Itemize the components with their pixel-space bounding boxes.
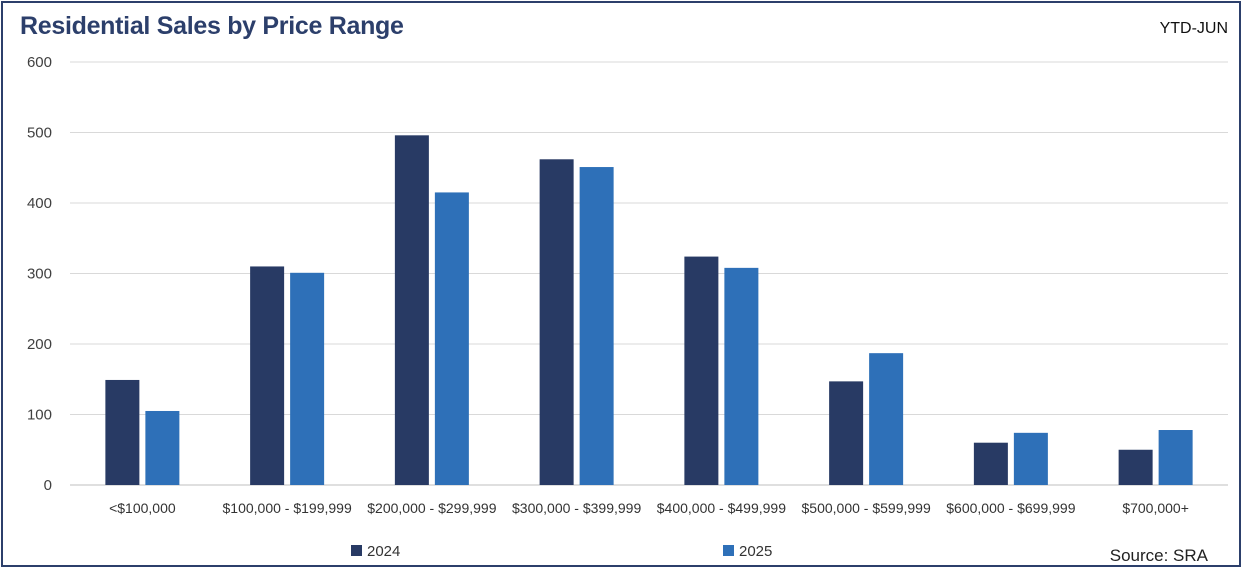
bar-2024 <box>684 256 719 485</box>
bar-2025 <box>290 272 325 485</box>
chart-title: Residential Sales by Price Range <box>20 12 404 40</box>
y-axis: 0 100 200 300 400 500 600 <box>27 54 52 494</box>
source-label: Source: SRA <box>1109 546 1208 565</box>
x-tick-label: $700,000+ <box>1122 500 1189 516</box>
bar-2024 <box>250 266 285 485</box>
y-tick-label: 400 <box>27 195 52 212</box>
x-axis: <$100,000 $100,000 - $199,999 $200,000 - $… <box>109 500 1189 516</box>
x-tick-label: <$100,000 <box>109 500 176 516</box>
y-tick-label: 100 <box>27 407 52 424</box>
legend-label-2025: 2025 <box>739 543 772 560</box>
bar-2024 <box>1118 449 1153 485</box>
bar-2025 <box>434 192 469 486</box>
bar-2025 <box>145 410 180 485</box>
bar-2024 <box>829 381 864 485</box>
bar-2025 <box>579 167 614 486</box>
bar-2025 <box>1013 432 1048 485</box>
x-tick-label: $500,000 - $599,999 <box>802 500 931 516</box>
bar-2025 <box>1158 430 1193 485</box>
legend-swatch-2024 <box>351 545 362 556</box>
bar-2024 <box>973 442 1008 485</box>
legend: 2024 2025 <box>351 543 772 560</box>
legend-swatch-2025 <box>723 545 734 556</box>
grid-lines <box>70 61 1228 486</box>
y-tick-label: 600 <box>27 54 52 71</box>
y-tick-label: 0 <box>44 477 52 494</box>
legend-label-2024: 2024 <box>367 543 400 560</box>
y-tick-label: 300 <box>27 266 52 283</box>
x-tick-label: $400,000 - $499,999 <box>657 500 786 516</box>
period-label: YTD-JUN <box>1159 20 1228 37</box>
x-tick-label: $200,000 - $299,999 <box>367 500 496 516</box>
bar-2025 <box>724 267 759 485</box>
x-tick-label: $600,000 - $699,999 <box>946 500 1075 516</box>
bar-2024 <box>394 135 429 485</box>
x-tick-label: $100,000 - $199,999 <box>223 500 352 516</box>
bar-2024 <box>105 379 140 485</box>
y-tick-label: 500 <box>27 125 52 142</box>
bar-2024 <box>539 159 574 486</box>
x-tick-label: $300,000 - $399,999 <box>512 500 641 516</box>
bar-2025 <box>869 353 904 485</box>
y-tick-label: 200 <box>27 336 52 353</box>
bars <box>105 135 1193 486</box>
